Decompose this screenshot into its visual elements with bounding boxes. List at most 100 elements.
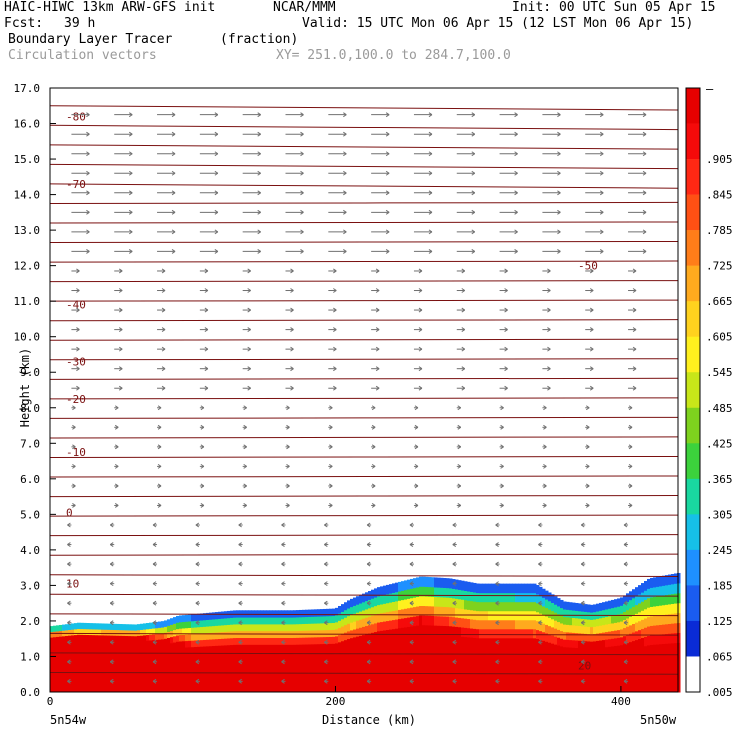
tracer-cell <box>404 664 408 674</box>
tracer-cell <box>395 637 399 647</box>
tracer-cell <box>479 673 483 684</box>
tracer-cell <box>416 663 420 674</box>
tracer-cell <box>188 614 192 622</box>
tracer-cell <box>161 627 165 634</box>
tracer-cell <box>65 680 69 687</box>
tracer-cell <box>647 578 651 589</box>
vector-arrowhead <box>200 483 205 489</box>
tracer-cell <box>377 622 381 632</box>
tracer-cell <box>95 686 99 693</box>
tracer-cell <box>59 652 63 659</box>
overlay-title: Circulation vectors <box>8 48 157 63</box>
vector-arrowhead <box>257 131 261 137</box>
vector-arrowhead <box>257 209 261 215</box>
vector-arrowhead <box>504 366 508 372</box>
tracer-cell <box>590 604 594 613</box>
tracer-cell <box>137 641 141 648</box>
tracer-cell <box>86 674 90 681</box>
vector-arrowhead <box>200 424 205 430</box>
tracer-cell <box>146 674 150 682</box>
vector-arrowhead <box>109 561 114 567</box>
tracer-cell <box>443 596 447 607</box>
tracer-cell <box>527 601 531 612</box>
tracer-cell <box>368 666 372 676</box>
tracer-cell <box>419 672 423 683</box>
tracer-cell <box>62 635 66 642</box>
tracer-cell <box>83 634 87 641</box>
tracer-cell <box>362 683 366 693</box>
vector-arrowhead <box>504 268 508 274</box>
tracer-cell <box>386 638 390 648</box>
tracer-cell <box>371 640 375 650</box>
tracer-cell <box>143 680 147 687</box>
tracer-cell <box>470 591 474 602</box>
tracer-cell <box>281 671 285 679</box>
tracer-cell <box>338 620 342 628</box>
tracer-cell <box>110 686 114 693</box>
tracer-cell <box>557 676 561 685</box>
tracer-cell <box>320 615 324 624</box>
vector-arrowhead <box>371 483 376 489</box>
tracer-cell <box>494 682 498 693</box>
tracer-cell <box>458 580 462 590</box>
tracer-cell <box>152 633 156 641</box>
tracer-cell <box>347 638 351 647</box>
tracer-cell <box>341 670 345 678</box>
tracer-cell <box>149 622 153 629</box>
tracer-cell <box>53 625 57 632</box>
tracer-cell <box>131 630 135 637</box>
vector-arrowhead <box>514 190 518 196</box>
tracer-cell <box>326 629 330 638</box>
tracer-cell <box>449 673 453 684</box>
vector-arrowhead <box>599 249 604 254</box>
tracer-cell <box>614 637 618 647</box>
tracer-cell <box>422 624 426 635</box>
tracer-cell <box>491 637 495 648</box>
vector-arrowhead <box>86 249 90 254</box>
colorbar-label: .125 <box>706 615 733 628</box>
vector-arrowhead <box>324 542 328 547</box>
tracer-cell <box>488 646 492 657</box>
vector-arrowhead <box>171 112 176 118</box>
vector-arrowhead <box>152 678 157 684</box>
tracer-cell <box>311 643 315 652</box>
tracer-cell <box>164 644 168 651</box>
tracer-cell <box>674 672 678 683</box>
vector-arrowhead <box>547 327 551 333</box>
tracer-cell <box>407 673 411 684</box>
tracer-cell <box>368 607 372 617</box>
tracer-cell <box>638 647 642 657</box>
tracer-cell <box>626 593 630 603</box>
tracer-cell <box>542 674 546 684</box>
tracer-cell <box>122 658 126 665</box>
tracer-cell <box>311 657 315 665</box>
tracer-cell <box>566 601 570 610</box>
tracer-cell <box>296 644 300 652</box>
tracer-cell <box>536 602 540 613</box>
vector-arrowhead <box>623 639 628 645</box>
tracer-cell <box>497 583 501 594</box>
tracer-cell <box>545 658 549 668</box>
tracer-cell <box>422 576 426 587</box>
vector-arrowhead <box>343 170 347 176</box>
tracer-cell <box>575 625 579 634</box>
vector-arrowhead <box>343 249 347 254</box>
vector-arrowhead <box>580 600 585 606</box>
y-tick-label: 1.0 <box>20 650 40 663</box>
tracer-cell <box>104 652 108 659</box>
tracer-cell <box>569 632 573 641</box>
vector-arrowhead <box>238 581 242 587</box>
vector-arrowhead <box>114 483 119 489</box>
vector-arrowhead <box>366 542 371 547</box>
tracer-cell <box>341 604 345 612</box>
tracer-cell <box>641 619 645 629</box>
tracer-cell <box>428 577 432 588</box>
tracer-cell <box>491 664 495 675</box>
vector-arrowhead <box>557 190 561 196</box>
colorbar-label: .905 <box>706 153 733 166</box>
tracer-cell <box>668 682 672 693</box>
tracer-cell <box>611 684 615 693</box>
tracer-cell <box>335 614 339 623</box>
tracer-cell <box>332 671 336 679</box>
tracer-cell <box>620 636 624 646</box>
